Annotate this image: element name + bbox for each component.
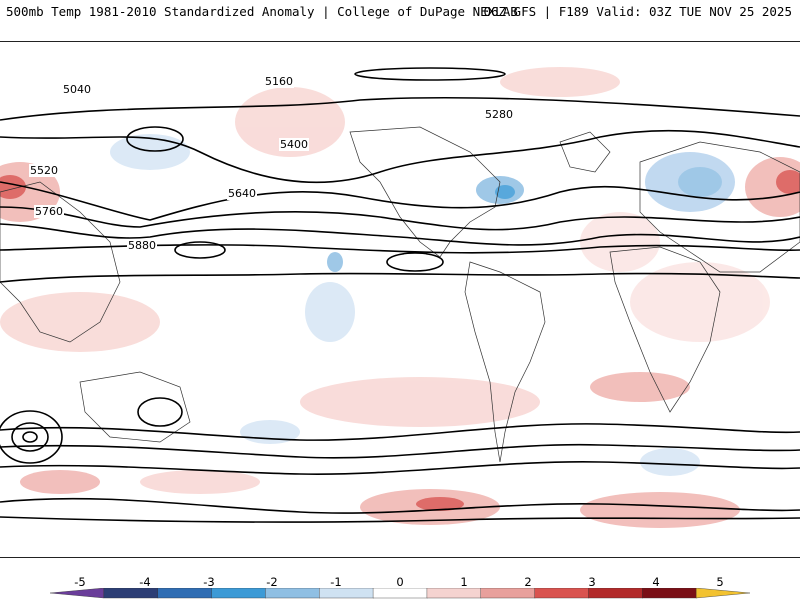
colorbar-tick: -4 (139, 575, 151, 589)
map-canvas: 5040 5160 5280 5400 5520 5640 5760 5880 (0, 67, 800, 528)
colorbar-segment (642, 588, 697, 599)
colorbar (49, 588, 751, 599)
colorbar-segment (588, 588, 644, 599)
contour-labels: 5040 5160 5280 5400 5520 5640 5760 5880 (29, 75, 514, 252)
map-title: 500mb Temp 1981-2010 Standardized Anomal… (6, 4, 518, 19)
contour-label: 5040 (63, 83, 91, 96)
contour-label: 5880 (128, 239, 156, 252)
colorbar-tick: 1 (460, 575, 468, 589)
colorbar-tick: 5 (716, 575, 724, 589)
contour-label: 5520 (30, 164, 58, 177)
contour-label: 5760 (35, 205, 63, 218)
contour-label: 5160 (265, 75, 293, 88)
colorbar-tick: 0 (396, 575, 404, 589)
colorbar-segment (211, 588, 267, 599)
colorbar-tick: -1 (330, 575, 342, 589)
anomaly-shading (0, 67, 800, 528)
contour-label: 5400 (280, 138, 308, 151)
colorbar-tick: 3 (588, 575, 596, 589)
colorbar-segment (49, 588, 105, 599)
colorbar-tick: 2 (524, 575, 532, 589)
model-run-info: 06Z GFS | F189 Valid: 03Z TUE NOV 25 202… (483, 4, 792, 19)
colorbar-segment (534, 588, 590, 599)
contour-label: 5280 (485, 108, 513, 121)
contour-label: 5640 (228, 187, 256, 200)
colorbar-segment (103, 588, 159, 599)
height-contours (0, 67, 800, 523)
colorbar-tick: -2 (266, 575, 278, 589)
colorbar-segment (695, 588, 751, 599)
colorbar-segment (157, 588, 213, 599)
colorbar-segment (372, 588, 428, 599)
colorbar-segment (265, 588, 320, 599)
colorbar-tick: -3 (203, 575, 215, 589)
colorbar-tick: 4 (652, 575, 660, 589)
colorbar-segment (426, 588, 482, 599)
colorbar-tick: -5 (74, 575, 86, 589)
colorbar-segment (480, 588, 536, 599)
colorbar-segment (319, 588, 374, 599)
anomaly-map: 5040 5160 5280 5400 5520 5640 5760 5880 (0, 41, 800, 558)
coastlines (0, 126, 800, 463)
